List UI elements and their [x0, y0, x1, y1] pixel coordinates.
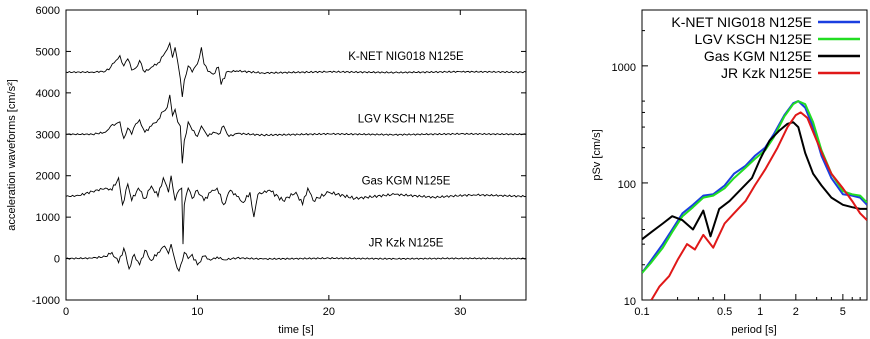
legend-entry-label: K-NET NIG018 N125E: [671, 14, 812, 30]
waveform-trace-labels: K-NET NIG018 N125E LGV KSCH N125E Gas KGM …: [348, 51, 464, 250]
waveform-x-ticks: 0 10 20 30: [63, 10, 466, 318]
legend-entry-label: Gas KGM N125E: [704, 48, 812, 64]
waveform-y-ticks: -1000 0 1000 2000 3000 4000 5000 6000: [32, 5, 526, 307]
waveform-trace-label: JR Kzk N125E: [369, 238, 444, 250]
waveform-x-tick-label: 10: [191, 306, 203, 318]
psv-curve-gas-kgm-n125e: [642, 121, 867, 241]
psv-x-tick-label: 1: [757, 306, 763, 318]
psv-x-tick-label: 2: [793, 306, 799, 318]
waveform-y-tick-label: 6000: [36, 5, 60, 17]
psv-y-tick-label: 10: [624, 296, 636, 308]
psv-y-tick-label: 1000: [612, 62, 636, 74]
waveform-x-axis-label: time [s]: [278, 324, 313, 336]
waveform-trace-gas-kgm-n125e: [65, 175, 527, 245]
waveform-trace-label: Gas KGM N125E: [362, 175, 451, 187]
psv-x-tick-label: 5: [840, 306, 846, 318]
waveform-x-tick-label: 30: [454, 306, 466, 318]
waveform-y-tick-label: 3000: [36, 129, 60, 141]
waveform-x-tick-label: 20: [323, 306, 335, 318]
waveform-chart: K-NET NIG018 N125E LGV KSCH N125E Gas KGM …: [6, 5, 527, 336]
waveform-trace-lgv-ksch-n125e: [65, 94, 527, 164]
waveform-y-tick-label: 0: [54, 254, 60, 266]
waveform-y-tick-label: 2000: [36, 171, 60, 183]
waveform-y-tick-label: 4000: [36, 88, 60, 100]
waveform-trace-label: LGV KSCH N125E: [358, 113, 455, 125]
legend-entry-label: JR Kzk N125E: [721, 65, 812, 81]
waveform-plot-frame: [65, 9, 527, 301]
legend-entry-label: LGV KSCH N125E: [695, 31, 813, 47]
psv-spectra-chart: 0.1 0.5 1 2 5 10 100 1000 K-NET NIG018 N125ELG…: [591, 9, 868, 336]
psv-plot-frame: [641, 9, 868, 301]
waveform-trace-label: K-NET NIG018 N125E: [348, 51, 464, 63]
psv-y-tick-label: 100: [618, 179, 636, 191]
waveform-traces: [65, 41, 527, 273]
psv-x-ticks: 0.1 0.5 1 2 5: [634, 294, 861, 318]
waveform-y-tick-label: 5000: [36, 46, 60, 58]
waveform-y-axis-label: acceleration waveforms [cm/s²]: [6, 79, 18, 231]
psv-curves: [642, 100, 867, 300]
waveform-y-tick-label: -1000: [32, 295, 60, 307]
waveform-x-tick-label: 0: [63, 306, 69, 318]
waveform-trace-jr-kzk-n125e: [65, 243, 527, 273]
waveform-trace-k-net-nig018-n125e: [65, 41, 527, 98]
psv-x-tick-label: 0.1: [634, 306, 649, 318]
psv-y-axis-label: pSv [cm/s]: [591, 129, 603, 180]
psv-x-axis-label: period [s]: [731, 324, 776, 336]
waveform-y-tick-label: 1000: [36, 212, 60, 224]
psv-y-ticks: 10 100 1000: [612, 30, 648, 308]
psv-x-tick-label: 0.5: [717, 306, 732, 318]
psv-curve-jr-kzk-n125e: [650, 111, 867, 300]
